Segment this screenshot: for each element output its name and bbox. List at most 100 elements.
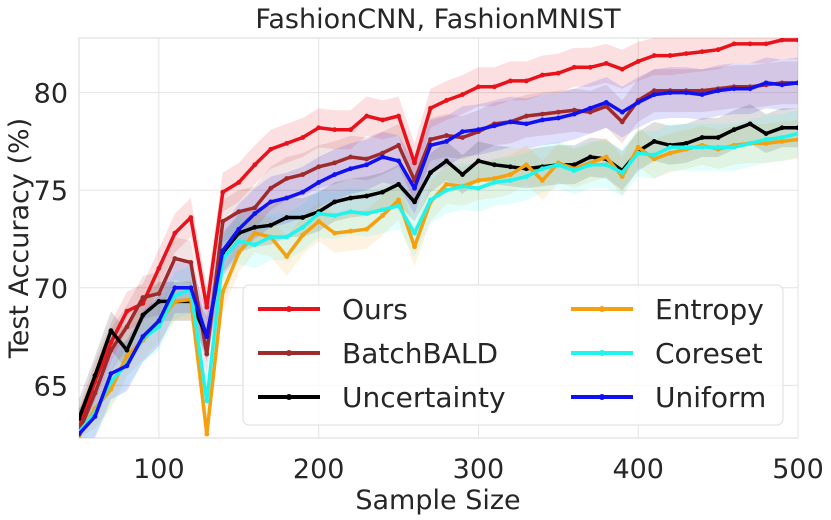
ours-point	[428, 105, 433, 111]
batchbald-point	[252, 205, 258, 211]
coreset-point	[380, 207, 385, 213]
uncertainty-point	[651, 139, 657, 144]
ours-point	[364, 113, 369, 119]
entropy-point	[204, 431, 210, 437]
legend-marker-uniform	[599, 394, 605, 400]
ours-point	[555, 70, 561, 76]
uncertainty-line	[79, 122, 798, 420]
ours-point	[108, 339, 114, 345]
ours-point	[747, 41, 753, 47]
coreset-point	[731, 144, 737, 150]
uniform-point	[508, 119, 513, 125]
ours-point	[571, 64, 577, 70]
entropy-point	[795, 137, 798, 142]
ours-point	[412, 160, 417, 166]
legend-label-uncertainty: Uncertainty	[342, 381, 506, 414]
uniform-point	[332, 172, 338, 177]
batchbald-point	[156, 291, 162, 297]
uncertainty-point	[79, 416, 82, 421]
uniform-point	[587, 105, 593, 111]
uncertainty-point	[156, 299, 162, 304]
coreset-point	[156, 324, 162, 330]
y-tick-label: 65	[34, 371, 68, 402]
uncertainty-point	[284, 215, 290, 220]
coreset-point	[619, 170, 625, 176]
ours-point	[539, 72, 545, 78]
uniform-point	[747, 86, 753, 92]
batchbald-point	[140, 295, 146, 300]
ours-point	[396, 113, 401, 119]
uniform-point	[172, 285, 178, 291]
batchbald-point	[428, 137, 433, 142]
batchbald-point	[268, 185, 274, 191]
series-lines	[79, 38, 798, 438]
uniform-point	[236, 226, 242, 232]
coreset-point	[412, 230, 417, 236]
uniform-point	[348, 166, 354, 172]
uniform-point	[555, 115, 561, 121]
uniform-point	[795, 80, 798, 86]
ours-point	[460, 92, 465, 97]
batchbald-point	[188, 259, 194, 265]
uncertainty-point	[108, 328, 114, 334]
coreset-point	[300, 224, 306, 230]
coreset-point	[204, 398, 210, 404]
coreset-point	[763, 137, 769, 142]
coreset-point	[476, 185, 481, 191]
batchbald-point	[364, 156, 369, 162]
entropy-point	[396, 197, 401, 203]
entropy-point	[236, 250, 242, 256]
ours-point	[715, 47, 721, 53]
coreset-point	[492, 179, 497, 185]
uncertainty-point	[124, 347, 130, 353]
entropy-point	[412, 244, 417, 250]
entropy-point	[523, 162, 529, 168]
legend-marker-entropy	[599, 306, 605, 312]
uniform-point	[539, 117, 545, 123]
ours-point	[300, 135, 306, 140]
uncertainty-point	[396, 181, 401, 187]
batchbald-point	[236, 209, 242, 215]
batchbald-point	[380, 150, 385, 156]
ours-point	[220, 189, 226, 195]
coreset-point	[683, 144, 689, 150]
uncertainty-point	[699, 135, 705, 140]
legend-marker-ours	[286, 306, 292, 312]
entropy-point	[380, 213, 385, 218]
legend-marker-coreset	[599, 350, 605, 356]
ours-point	[156, 265, 162, 271]
uniform-point	[108, 371, 114, 377]
batchbald-point	[124, 324, 130, 330]
x-tick-label: 100	[133, 454, 185, 485]
uncertainty-point	[268, 222, 274, 228]
batchbald-point	[108, 347, 114, 353]
entropy-point	[348, 228, 354, 234]
axis-ticks: 100 200 300 400 500 65 70 75 80	[34, 79, 824, 485]
legend: Ours BatchBALD Uncertainty Entropy Coreset Un…	[242, 284, 784, 426]
entropy-point	[364, 226, 369, 232]
ours-point	[268, 146, 274, 152]
coreset-point	[316, 211, 322, 217]
legend-marker-batchbald	[286, 350, 292, 356]
ours-point	[763, 41, 769, 47]
ours-line	[79, 38, 798, 429]
uncertainty-point	[795, 125, 798, 131]
uniform-point	[635, 99, 641, 105]
ours-point	[731, 41, 737, 47]
ours-point	[348, 127, 354, 133]
entropy-point	[539, 178, 545, 183]
entropy-point	[300, 232, 306, 238]
ours-point	[779, 38, 785, 43]
coreset-point	[699, 144, 705, 150]
ours-point	[523, 78, 529, 84]
batchbald-point	[699, 88, 705, 94]
x-tick-label: 400	[612, 454, 664, 485]
uniform-point	[603, 99, 609, 105]
uncertainty-point	[412, 199, 417, 205]
batchbald-point	[555, 109, 561, 115]
y-tick-label: 80	[34, 79, 68, 110]
uncertainty-point	[747, 121, 753, 127]
coreset-point	[779, 135, 785, 140]
entropy-point	[492, 176, 497, 181]
